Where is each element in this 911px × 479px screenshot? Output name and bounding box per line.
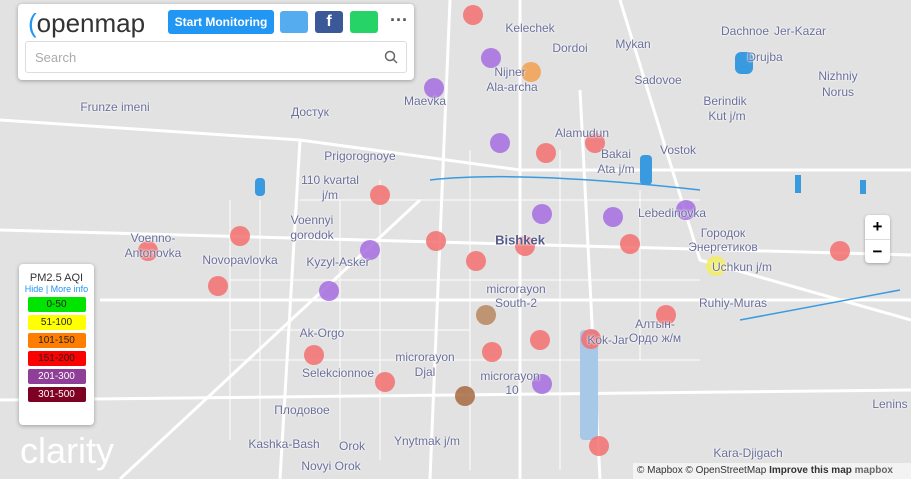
logo: (openmap	[28, 8, 146, 38]
sensor-markers[interactable]	[138, 5, 850, 456]
clarity-logo: clarity	[20, 430, 115, 471]
logo-text: openmap	[36, 8, 146, 38]
place-label: Kut j/m	[708, 109, 746, 123]
attribution: © Mapbox © OpenStreetMap Improve this ma…	[633, 463, 911, 479]
place-label: Kara-Djigach	[713, 446, 783, 460]
zoom-out[interactable]: −	[865, 239, 890, 264]
place-label: Antonovka	[124, 246, 182, 260]
place-label: Drujba	[747, 50, 783, 64]
place-label: microrayon	[486, 282, 546, 296]
place-label: Prigorognoye	[324, 149, 396, 163]
place-label: Frunze imeni	[80, 100, 150, 114]
more-button[interactable]: ···	[390, 10, 408, 30]
place-label: Алтын-	[635, 317, 675, 331]
legend-range: 101-150	[27, 333, 86, 348]
place-label: j/m	[322, 188, 338, 202]
place-label: Kashka-Bash	[248, 437, 320, 451]
place-label: Lebedinovka	[637, 206, 707, 220]
legend: PM2.5 AQI Hide | More info 0-50 51-100 1…	[19, 264, 94, 425]
place-label: Voennyi	[290, 213, 334, 227]
place-label: gorodok	[290, 228, 334, 242]
search-icon	[384, 50, 398, 64]
place-label: Kelechek	[505, 21, 555, 35]
place-label: Djal	[414, 365, 436, 379]
place-label: South-2	[494, 296, 538, 310]
start-monitoring-button[interactable]: Start Monitoring	[168, 10, 274, 34]
place-label: Городок	[700, 226, 746, 240]
more-info-link[interactable]: More info	[50, 284, 89, 294]
place-label: Kok-Jar	[587, 333, 629, 347]
search-placeholder: Search	[35, 50, 77, 65]
place-label: Jer-Kazar	[773, 24, 827, 38]
zoom-in[interactable]: +	[872, 217, 883, 236]
place-label: Sadovoe	[634, 73, 682, 87]
legend-range: 201-300	[27, 369, 86, 384]
place-label: Dachnoe	[720, 24, 770, 38]
place-label: Ордо ж/м	[628, 331, 682, 345]
place-label: Selekcionnoe	[301, 366, 375, 380]
place-label: Vostok	[659, 143, 697, 157]
place-label: Bakai	[600, 147, 632, 161]
place-label: microrayon	[480, 369, 540, 383]
place-label: Berindik	[703, 94, 747, 108]
legend-range: 0-50	[27, 297, 86, 312]
place-label: 110 kvartal	[301, 173, 359, 187]
place-label: Ruhiy-Muras	[698, 296, 768, 310]
place-label: Uchkun j/m	[711, 260, 773, 274]
place-label: 10	[505, 383, 519, 397]
place-label: Orok	[338, 439, 366, 453]
hide-link[interactable]: Hide	[24, 284, 44, 294]
place-label: Nizhniy	[818, 69, 858, 83]
whatsapp-button[interactable]	[350, 11, 378, 33]
place-label: Dordoi	[552, 41, 588, 55]
improve-link[interactable]: Improve this map	[769, 465, 852, 476]
legend-range: 151-200	[27, 351, 86, 366]
place-label: Bishkek	[495, 232, 545, 248]
attribution-mapbox[interactable]: © Mapbox	[637, 465, 683, 476]
place-label: Norus	[821, 85, 855, 99]
place-label: Maevka	[403, 94, 447, 108]
mapbox-logo: mapbox	[854, 465, 893, 476]
attribution-osm[interactable]: © OpenStreetMap	[685, 465, 767, 476]
facebook-button[interactable]: f	[315, 11, 343, 33]
place-label: Плодовое	[274, 403, 330, 417]
place-label: Mykan	[615, 37, 651, 51]
place-label: Ala-archa	[486, 80, 538, 94]
place-label: Lenins	[872, 397, 908, 411]
place-label: Ak-Orgo	[299, 326, 345, 340]
legend-range: 51-100	[27, 315, 86, 330]
place-label: Alamudun	[554, 126, 610, 140]
place-label: Ynytmak j/m	[393, 434, 461, 448]
place-label: Ata j/m	[597, 162, 635, 176]
place-label: Voenno-	[130, 231, 176, 245]
legend-title: PM2.5 AQI	[29, 272, 84, 284]
place-label: microrayon	[395, 350, 455, 364]
place-label: Nijner	[494, 65, 526, 79]
place-label: Novyi Orok	[301, 459, 361, 473]
search-box[interactable]: Search	[25, 41, 407, 73]
place-label: Kyzyl-Asker	[306, 255, 370, 269]
place-label: Достук	[291, 105, 329, 119]
place-label: Novopavlovka	[202, 253, 278, 267]
top-panel: (openmap Start Monitoring f ··· Search	[18, 4, 414, 80]
zoom-control: + −	[865, 215, 890, 263]
legend-range: 301-500	[27, 387, 86, 402]
place-label: Энергетиков	[688, 240, 758, 254]
twitter-button[interactable]	[280, 11, 308, 33]
